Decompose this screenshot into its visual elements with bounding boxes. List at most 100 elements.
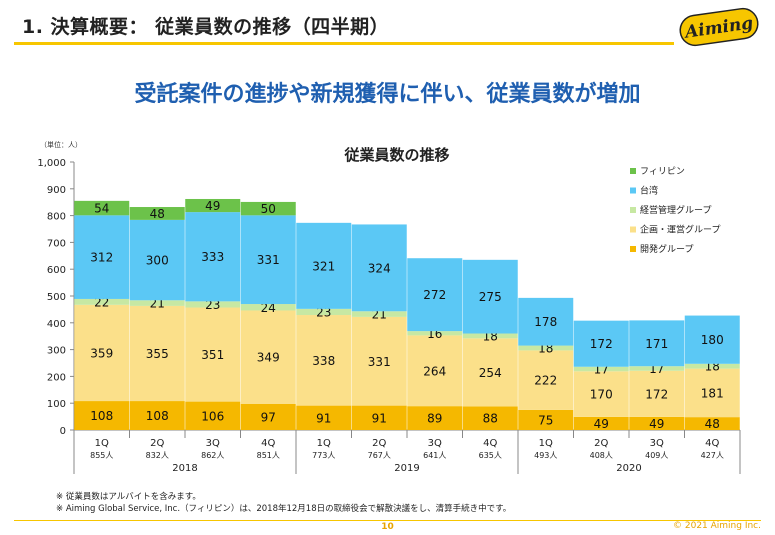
bar-segment — [351, 316, 407, 406]
y-tick-label: 500 — [47, 292, 66, 303]
data-label: 171 — [645, 337, 668, 351]
y-tick-label: 0 — [60, 426, 66, 437]
data-label: 331 — [368, 355, 391, 369]
data-label: 254 — [479, 366, 502, 380]
category-label: 1Q — [317, 438, 331, 449]
category-label: 3Q — [650, 438, 664, 449]
bar-segment — [573, 366, 629, 372]
bar-segment — [129, 305, 185, 402]
bar-segment — [129, 207, 185, 220]
data-label: 312 — [90, 251, 113, 265]
headline: 受託案件の進捗や新規獲得に伴い、従業員数が増加 — [134, 82, 641, 107]
bar-segment — [185, 212, 241, 302]
total-label: 493人 — [534, 451, 557, 460]
bar-segment — [629, 416, 685, 430]
footer-divider — [14, 520, 761, 521]
total-label: 408人 — [590, 451, 613, 460]
bar-segment — [407, 335, 463, 407]
data-label: 48 — [705, 417, 720, 431]
total-label: 862人 — [201, 451, 224, 460]
bar-segment — [129, 219, 185, 301]
category-label: 3Q — [206, 438, 220, 449]
bar-segment — [518, 345, 574, 351]
bar-segment — [462, 406, 518, 430]
footnote-2: ※ Aiming Global Service, Inc.（フィリピン）は、20… — [56, 504, 512, 514]
bar-segment — [684, 417, 740, 430]
data-label: 178 — [534, 315, 557, 329]
category-label: 3Q — [428, 438, 442, 449]
data-label: 108 — [90, 409, 113, 423]
data-label: 54 — [94, 202, 109, 216]
bar-segment — [407, 406, 463, 430]
total-label: 641人 — [423, 451, 446, 460]
y-tick-label: 200 — [47, 372, 66, 383]
footnotes: ※ 従業員数はアルバイトを含みます。 ※ Aiming Global Servi… — [56, 491, 511, 515]
y-tick-label: 400 — [47, 319, 66, 330]
legend-swatch — [630, 168, 636, 174]
total-label: 773人 — [312, 451, 335, 460]
bar-segment — [407, 331, 463, 336]
data-label: 359 — [90, 346, 113, 360]
data-label: 24 — [261, 301, 276, 315]
bar-segment — [74, 304, 130, 402]
legend-swatch — [630, 226, 636, 233]
bar-segment — [573, 416, 629, 430]
data-label: 97 — [261, 411, 276, 425]
data-label: 91 — [372, 411, 387, 425]
total-label: 427人 — [701, 451, 724, 460]
year-label: 2018 — [172, 463, 197, 474]
data-label: 91 — [316, 411, 331, 425]
aiming-logo: Aiming — [679, 7, 759, 47]
bar-segment — [296, 308, 352, 316]
bar-segment — [684, 368, 740, 418]
category-label: 1Q — [95, 438, 109, 449]
bar-segment — [240, 201, 296, 216]
legend-swatch — [630, 207, 636, 213]
legend-label: フィリピン — [640, 166, 685, 177]
bar-segment — [240, 215, 296, 305]
legend-label: 企画・運営グループ — [640, 224, 720, 236]
y-tick-label: 600 — [47, 265, 66, 276]
data-label: 222 — [534, 374, 557, 388]
data-label: 172 — [645, 387, 668, 401]
bar-segment — [407, 258, 463, 332]
data-label: 49 — [649, 417, 664, 431]
data-label: 333 — [201, 250, 224, 264]
data-label: 23 — [316, 305, 331, 319]
data-label: 331 — [257, 253, 280, 267]
bar-segment — [629, 320, 685, 367]
legend-label: 開発グループ — [640, 243, 693, 255]
page-title: 1. 決算概要： 従業員数の推移（四半期） — [22, 16, 390, 38]
data-label: 180 — [701, 333, 724, 347]
data-label: 106 — [201, 409, 224, 423]
data-label: 75 — [538, 413, 553, 427]
category-label: 2Q — [372, 438, 386, 449]
bar-segment — [629, 366, 685, 371]
bar-segment — [129, 300, 185, 306]
bar-segment — [684, 363, 740, 369]
category-label: 2Q — [150, 438, 164, 449]
bar-segment — [74, 298, 130, 305]
bar-segment — [462, 333, 518, 339]
y-tick-label: 700 — [47, 238, 66, 249]
category-label: 4Q — [705, 438, 719, 449]
category-label: 4Q — [483, 438, 497, 449]
y-tick-label: 300 — [47, 346, 66, 357]
category-label: 1Q — [539, 438, 553, 449]
bar-segment — [185, 301, 241, 308]
bar-segment — [296, 315, 352, 406]
data-label: 324 — [368, 261, 391, 275]
data-label: 349 — [257, 351, 280, 365]
data-label: 170 — [590, 388, 613, 402]
page-number: 10 — [381, 522, 394, 532]
bar-segment — [518, 350, 574, 410]
bar-segment — [185, 307, 241, 402]
chart-title: 従業員数の推移 — [343, 146, 449, 164]
legend-swatch — [630, 246, 636, 252]
bar-segment — [185, 401, 241, 430]
data-label: 49 — [594, 417, 609, 431]
total-label: 832人 — [146, 451, 169, 460]
category-label: 2Q — [594, 438, 608, 449]
bar-segment — [629, 370, 685, 417]
data-label: 108 — [146, 409, 169, 423]
